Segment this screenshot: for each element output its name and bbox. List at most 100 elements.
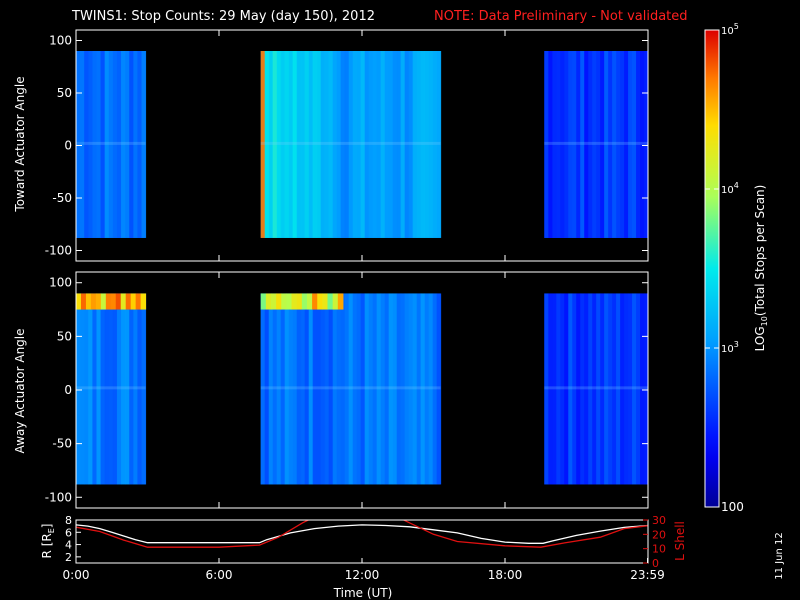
y-tick-label: -100 — [45, 244, 72, 258]
heatmap-cell — [268, 293, 274, 485]
heatmap-zero-stripe — [76, 386, 146, 390]
heatmap-cell — [108, 51, 114, 238]
heatmap-cell — [80, 293, 85, 485]
heatmap-cell — [596, 51, 601, 238]
heatmap-cell — [336, 293, 342, 485]
heatmap-cell — [340, 51, 346, 238]
colorbar-tick-exponent: 3 — [734, 340, 739, 349]
heatmap-cell — [356, 51, 362, 238]
heatmap-cell — [125, 51, 130, 238]
heatmap-cell — [104, 293, 110, 485]
heatmap-cell — [129, 51, 134, 238]
colorbar-label-sub: 10 — [760, 316, 769, 326]
heatmap-cell — [312, 293, 318, 485]
heatmap-cell — [96, 51, 102, 238]
heatmap-band-cell — [100, 293, 107, 310]
heatmap-band-cell — [306, 293, 313, 310]
heatmap-cell — [336, 51, 342, 238]
orbit-right-tick-label: 20 — [652, 528, 666, 541]
heatmap-cell — [376, 293, 382, 485]
heatmap-cell — [436, 51, 442, 238]
heatmap-cell — [300, 51, 306, 238]
heatmap-cell — [76, 51, 81, 238]
heatmap-cell — [108, 293, 114, 485]
colorbar-tick-label: 103 — [721, 340, 739, 355]
heatmap-cell — [396, 51, 402, 238]
heatmap-cell — [384, 293, 390, 485]
heatmap-cell — [384, 51, 390, 238]
y-tick-label: 50 — [57, 329, 72, 343]
colorbar-label-suffix: (Total Stops per Scan) — [753, 185, 767, 316]
heatmap-cell — [340, 293, 346, 485]
heatmap-cell — [432, 293, 438, 485]
heatmap-zero-stripe — [260, 386, 441, 390]
heatmap-cell — [628, 51, 633, 238]
heatmap-band-cell — [85, 293, 92, 310]
heatmap-cell — [608, 293, 613, 485]
heatmap-cell — [300, 293, 306, 485]
y-tick-label: -50 — [52, 191, 72, 205]
heatmap-cell — [352, 293, 358, 485]
time-tick-label: 12:00 — [345, 568, 380, 582]
heatmap-cell — [568, 51, 573, 238]
orbit-right-ylabel: L Shell — [673, 521, 687, 561]
heatmap-cell — [276, 51, 282, 238]
heatmap-cell — [360, 51, 366, 238]
heatmap-cell — [584, 293, 589, 485]
heatmap-cell — [620, 293, 625, 485]
heatmap-cell — [396, 293, 402, 485]
y-tick-label: 100 — [49, 276, 72, 290]
heatmap-cell — [576, 51, 581, 238]
heatmap-cell — [416, 293, 422, 485]
y-tick-label: 100 — [49, 34, 72, 48]
colorbar-tick-base: 10 — [721, 26, 734, 37]
heatmap-cell — [416, 51, 422, 238]
toward-heatmap-panel: 100 50 0 -50 -100 — [45, 29, 649, 262]
time-tick-label: 0:00 — [63, 568, 90, 582]
colorbar-label-prefix: LOG — [753, 326, 767, 351]
heatmap-band-cell — [281, 293, 287, 310]
heatmap-cell — [592, 293, 597, 485]
heatmap-cell — [121, 293, 126, 485]
heatmap-cell — [288, 51, 294, 238]
heatmap-cell — [552, 293, 557, 485]
heatmap-cell — [436, 293, 442, 485]
colorbar — [704, 29, 720, 508]
heatmap-cell — [432, 51, 438, 238]
heatmap-cell — [372, 51, 378, 238]
heatmap-cell — [604, 51, 609, 238]
heatmap-zero-stripe — [544, 141, 648, 145]
heatmap-cell — [112, 293, 118, 485]
heatmap-cell — [644, 51, 649, 238]
r-label-text: R [R — [40, 533, 54, 558]
heatmap-cell — [400, 293, 406, 485]
heatmap-zero-stripe — [260, 141, 441, 145]
heatmap-band-cell — [76, 293, 82, 310]
heatmap-cell — [129, 293, 134, 485]
time-tick-label: 23:59 — [630, 568, 665, 582]
orbit-right-tick-label: 10 — [652, 543, 666, 556]
heatmap-cell — [632, 51, 637, 238]
colorbar-tick-label: 105 — [721, 22, 739, 37]
y-tick-label: 50 — [57, 86, 72, 100]
orbit-left-tick-label: 2 — [65, 551, 72, 564]
away-heatmap-panel: 100 50 0 -50 -100 — [45, 271, 649, 509]
heatmap-cell — [137, 293, 142, 485]
heatmap-cell — [92, 51, 97, 238]
heatmap-band-cell — [130, 293, 137, 310]
heatmap-cell — [292, 51, 298, 238]
heatmap-cell — [296, 293, 302, 485]
heatmap-cell — [640, 293, 645, 485]
heatmap-cell — [560, 51, 565, 238]
heatmap-cell — [280, 51, 286, 238]
y-tick-label: 0 — [64, 383, 72, 397]
heatmap-cell — [116, 293, 122, 485]
heatmap-cell — [141, 51, 147, 238]
figure-title: TWINS1: Stop Counts: 29 May (day 150), 2… — [71, 9, 375, 24]
heatmap-cell — [624, 51, 629, 238]
heatmap-cell — [420, 51, 426, 238]
heatmap-cell — [88, 293, 93, 485]
colorbar-tick-base: 10 — [721, 185, 734, 196]
